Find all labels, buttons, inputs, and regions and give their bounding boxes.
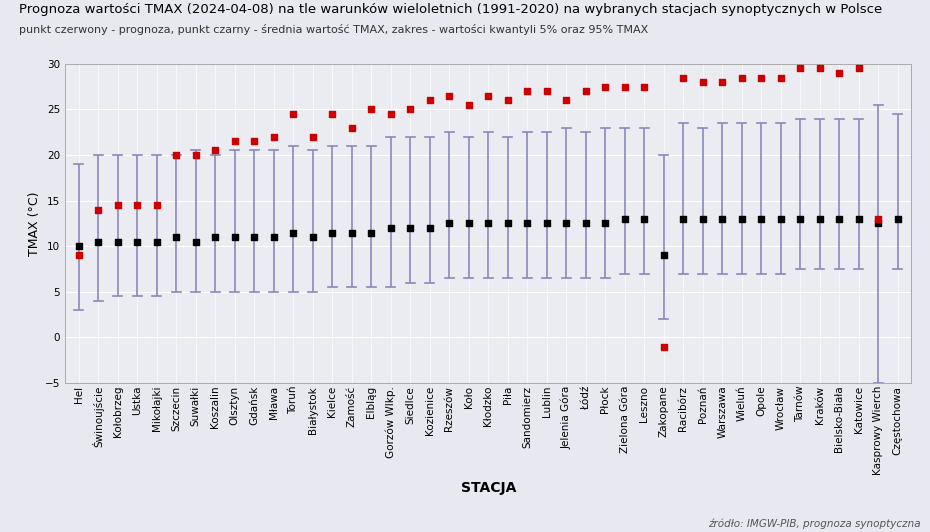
Point [696,78,711,86]
Point [812,214,827,223]
Point [422,96,437,105]
Point [715,214,730,223]
Point [72,251,86,260]
Point [618,214,632,223]
Point [364,228,379,237]
Point [325,228,339,237]
Point [72,242,86,251]
Text: źródło: IMGW-PIB, prognoza synoptyczna: źródło: IMGW-PIB, prognoza synoptyczna [708,519,921,529]
Point [111,237,126,246]
Point [383,224,398,232]
Point [325,110,339,118]
Point [774,214,789,223]
Point [676,214,691,223]
Point [188,151,203,159]
Point [890,55,905,63]
Point [520,219,535,228]
Point [442,219,457,228]
Text: punkt czerwony - prognoza, punkt czarny - średnia wartość TMAX, zakres - wartośc: punkt czerwony - prognoza, punkt czarny … [19,24,648,35]
Point [637,214,652,223]
Point [735,73,750,82]
Point [344,123,359,132]
Point [578,219,593,228]
Point [150,237,165,246]
Point [520,87,535,95]
Point [130,201,145,210]
Point [774,73,789,82]
Point [364,105,379,114]
Point [870,219,885,228]
Point [207,146,222,155]
Point [150,201,165,210]
Point [266,233,281,242]
Point [735,214,750,223]
Point [539,219,554,228]
Y-axis label: TMAX (°C): TMAX (°C) [28,191,41,256]
Point [286,110,300,118]
Point [890,214,905,223]
Point [559,219,574,228]
Point [91,237,106,246]
Point [305,233,320,242]
Point [246,137,261,146]
Point [227,137,242,146]
Point [305,132,320,141]
Point [657,251,671,260]
X-axis label: STACJA: STACJA [460,481,516,495]
Text: Prognoza wartości TMAX (2024-04-08) na tle warunków wieloletnich (1991-2020) na : Prognoza wartości TMAX (2024-04-08) na t… [19,3,882,15]
Point [851,64,866,73]
Point [559,96,574,105]
Point [696,214,711,223]
Point [442,92,457,100]
Point [851,214,866,223]
Point [500,96,515,105]
Point [422,224,437,232]
Point [831,69,846,77]
Point [481,92,496,100]
Point [169,233,184,242]
Point [598,219,613,228]
Point [344,228,359,237]
Point [831,214,846,223]
Point [403,224,418,232]
Point [461,101,476,109]
Point [111,201,126,210]
Point [715,78,730,86]
Point [500,219,515,228]
Point [461,219,476,228]
Point [227,233,242,242]
Point [286,228,300,237]
Point [812,64,827,73]
Point [637,82,652,91]
Point [383,110,398,118]
Point [578,87,593,95]
Point [207,233,222,242]
Point [870,214,885,223]
Point [754,214,769,223]
Point [403,105,418,114]
Point [130,237,145,246]
Point [598,82,613,91]
Point [618,82,632,91]
Point [169,151,184,159]
Point [754,73,769,82]
Point [792,214,807,223]
Point [246,233,261,242]
Point [481,219,496,228]
Point [188,237,203,246]
Point [676,73,691,82]
Point [792,64,807,73]
Point [539,87,554,95]
Point [91,205,106,214]
Point [657,342,671,351]
Point [266,132,281,141]
